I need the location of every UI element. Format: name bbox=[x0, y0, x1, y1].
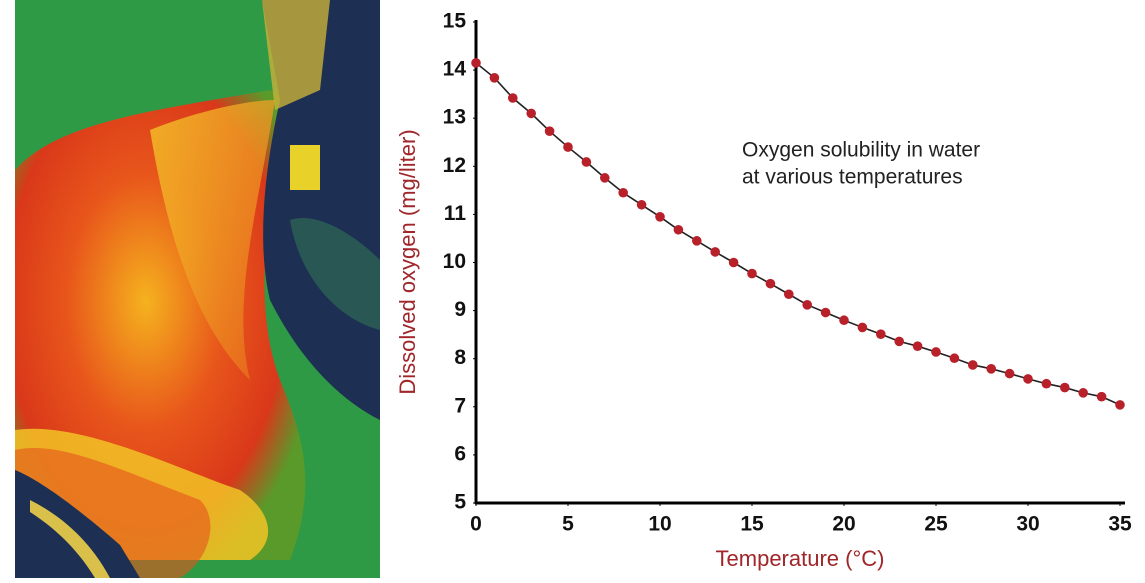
satellite-image bbox=[15, 0, 380, 578]
y-tick-label: 6 bbox=[454, 442, 466, 465]
x-tick-label: 0 bbox=[470, 513, 482, 536]
point bbox=[600, 173, 610, 183]
y-tick-label: 10 bbox=[443, 250, 466, 273]
point bbox=[949, 353, 960, 364]
point bbox=[581, 157, 592, 167]
point bbox=[563, 142, 573, 152]
y-tick-label: 8 bbox=[454, 346, 466, 369]
point bbox=[508, 93, 518, 103]
point bbox=[673, 224, 684, 235]
x-tick-label: 30 bbox=[1016, 513, 1039, 536]
x-tick-label: 20 bbox=[832, 513, 855, 536]
y-tick-label: 5 bbox=[454, 491, 466, 514]
x-tick-label: 35 bbox=[1108, 513, 1132, 536]
x-tick-label: 5 bbox=[562, 513, 574, 536]
point bbox=[857, 322, 868, 333]
point bbox=[710, 247, 720, 257]
point bbox=[728, 257, 739, 268]
point bbox=[784, 289, 794, 300]
point bbox=[655, 212, 665, 222]
point bbox=[968, 360, 978, 370]
point bbox=[765, 278, 776, 289]
point bbox=[747, 268, 757, 279]
annotation-line: at various temperatures bbox=[742, 166, 963, 189]
point bbox=[636, 199, 647, 210]
point bbox=[894, 336, 904, 347]
y-tick-label: 11 bbox=[444, 202, 467, 225]
point bbox=[1115, 400, 1125, 410]
x-tick-label: 15 bbox=[740, 513, 764, 536]
point bbox=[692, 236, 702, 246]
x-tick-label: 10 bbox=[648, 513, 671, 536]
point bbox=[526, 108, 536, 119]
line bbox=[475, 62, 1121, 406]
point bbox=[1060, 382, 1070, 393]
point bbox=[839, 315, 849, 326]
point bbox=[802, 300, 812, 310]
point bbox=[986, 364, 996, 374]
y-tick-label: 15 bbox=[443, 10, 467, 33]
point bbox=[820, 307, 831, 318]
x-tick-label: 25 bbox=[924, 513, 948, 536]
point bbox=[1078, 388, 1088, 398]
point bbox=[618, 187, 628, 198]
point bbox=[1023, 374, 1033, 384]
point bbox=[544, 126, 555, 136]
point bbox=[1096, 391, 1107, 402]
y-tick-label: 7 bbox=[454, 394, 466, 417]
point bbox=[876, 329, 886, 339]
y-tick-label: 14 bbox=[443, 58, 467, 81]
point bbox=[931, 347, 941, 357]
y-tick-label: 9 bbox=[454, 298, 466, 321]
y-tick-label: 13 bbox=[443, 106, 466, 129]
point bbox=[1004, 368, 1015, 379]
point bbox=[912, 341, 923, 351]
x-axis-label: Temperature (°C) bbox=[716, 546, 885, 571]
point bbox=[489, 72, 500, 83]
point bbox=[1041, 378, 1052, 389]
point bbox=[471, 58, 481, 68]
y-axis-label: Dissolved oxygen (mg/liter) bbox=[395, 129, 420, 394]
y-tick-label: 12 bbox=[443, 154, 466, 177]
annotation-line: Oxygen solubility in water bbox=[742, 139, 980, 162]
